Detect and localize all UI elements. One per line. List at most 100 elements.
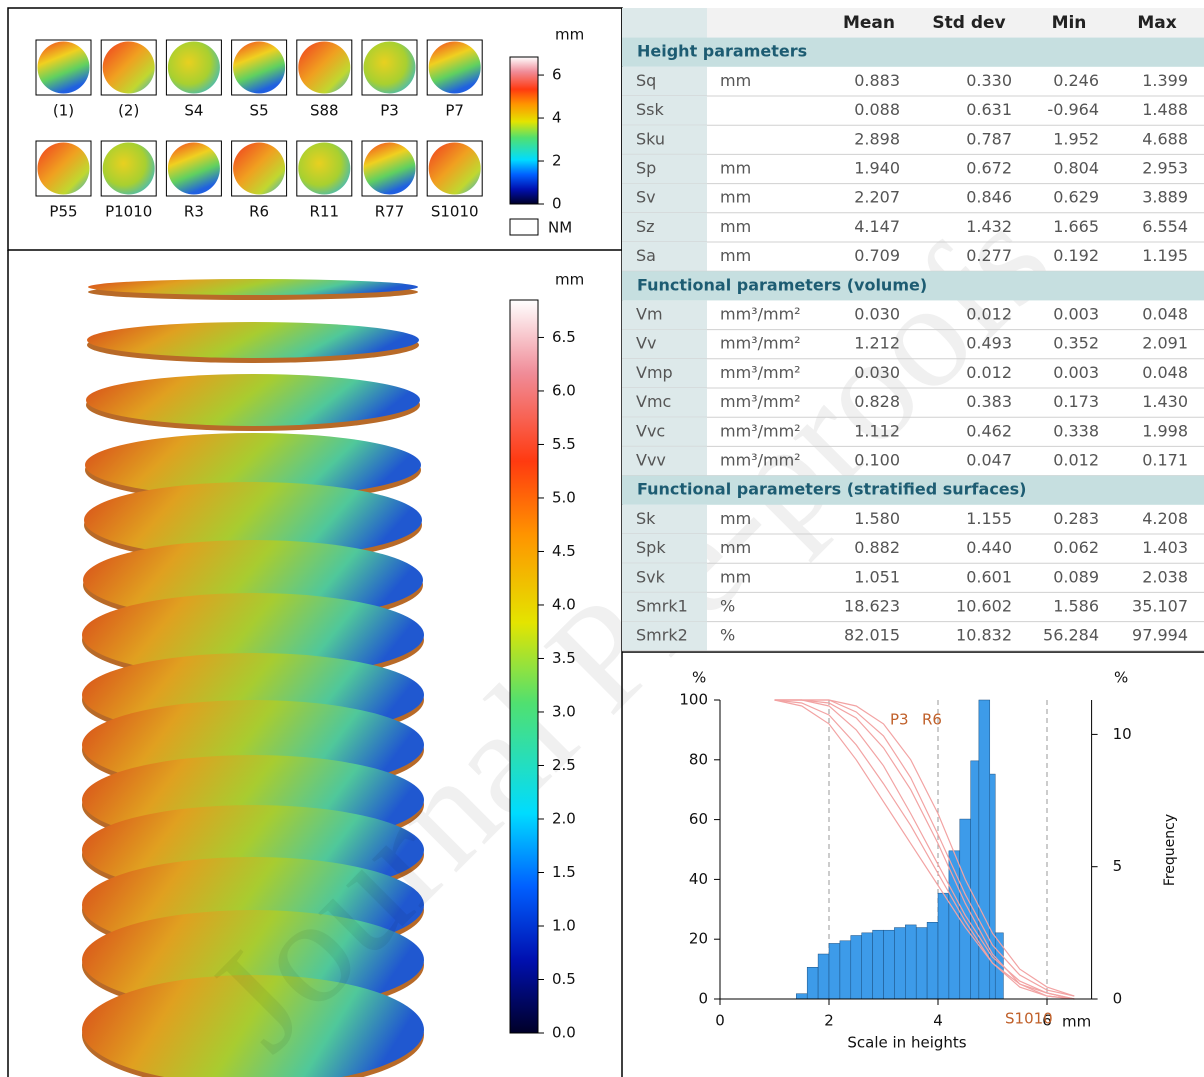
table-value: 97.994 xyxy=(1132,626,1188,645)
table-value: 0.440 xyxy=(966,538,1012,557)
key-cell-bg xyxy=(622,563,707,593)
column-header: Max xyxy=(1137,13,1176,33)
table-value: 56.284 xyxy=(1043,626,1099,645)
column-header: Mean xyxy=(843,13,895,33)
y2-unit: % xyxy=(1114,669,1128,687)
parameter-unit: % xyxy=(720,597,735,616)
table-value: 10.602 xyxy=(956,597,1012,616)
table-value: 0.089 xyxy=(1053,567,1099,586)
table-value: 1.051 xyxy=(854,567,900,586)
histogram-bar xyxy=(905,924,917,1000)
key-cell-bg xyxy=(622,329,707,359)
histogram-bar xyxy=(926,922,939,1000)
key-cell-bg xyxy=(622,242,707,272)
parameter-name: Svk xyxy=(636,567,666,586)
table-value: 4.147 xyxy=(854,217,900,236)
thumbnail-label: R6 xyxy=(249,203,269,221)
parameter-unit: mm³/mm² xyxy=(720,334,801,353)
table-value: 82.015 xyxy=(844,626,900,645)
table-value: 0.601 xyxy=(966,567,1012,586)
colorbar-tick-label: 4 xyxy=(552,109,562,127)
cumulative-curve xyxy=(774,699,1075,1000)
table-value: 0.709 xyxy=(854,246,900,265)
parameter-name: Vm xyxy=(636,305,663,324)
table-value: 0.338 xyxy=(1053,421,1099,440)
histogram-bar xyxy=(883,929,895,1000)
parameter-name: Vvc xyxy=(636,421,665,440)
table-value: 4.208 xyxy=(1142,509,1188,528)
table-value: 0.493 xyxy=(966,334,1012,353)
table-value: 3.889 xyxy=(1142,188,1188,207)
table-value: 0.882 xyxy=(854,538,900,557)
y2-tick-label: 0 xyxy=(1113,990,1123,1008)
table-value: 2.898 xyxy=(854,129,900,148)
table-value: 0.629 xyxy=(1053,188,1099,207)
nm-label: NM xyxy=(548,219,572,237)
parameter-name: Vv xyxy=(636,334,656,353)
parameter-name: Sku xyxy=(636,129,665,148)
histogram-bar xyxy=(850,935,862,1000)
colorbar-tick-label: 4.5 xyxy=(552,542,576,560)
key-cell-bg xyxy=(622,66,707,96)
histogram-bar xyxy=(839,940,852,1000)
histogram-bar xyxy=(861,932,873,1000)
y-tick-label: 40 xyxy=(689,870,708,888)
histogram-bar xyxy=(806,966,819,1000)
table-value: 0.048 xyxy=(1142,305,1188,324)
y-tick-label: 60 xyxy=(689,810,708,828)
histogram-bar xyxy=(894,927,906,1000)
key-cell-bg xyxy=(622,621,707,651)
y2-axis-label: Frequency xyxy=(1162,814,1178,886)
thumbnail-surface xyxy=(167,142,220,195)
cumulative-curve xyxy=(774,699,1075,1000)
parameter-unit: mm xyxy=(720,217,751,236)
table-value: 1.212 xyxy=(854,334,900,353)
table-value: 0.012 xyxy=(966,305,1012,324)
table-value: 0.012 xyxy=(1053,451,1099,470)
thumbnail-surface xyxy=(298,41,351,94)
table-value: 0.030 xyxy=(854,363,900,382)
y-tick-label: 20 xyxy=(689,930,708,948)
thumbnail-label: S1010 xyxy=(431,203,479,221)
parameter-name: Sv xyxy=(636,188,656,207)
surface-slab xyxy=(82,593,424,677)
section-title: Functional parameters (volume) xyxy=(637,275,927,294)
table-value: 0.277 xyxy=(966,246,1012,265)
table-value: 0.631 xyxy=(966,100,1012,119)
parameter-name: Sz xyxy=(636,217,655,236)
column-header: Std dev xyxy=(932,13,1005,33)
parameter-unit: mm xyxy=(720,509,751,528)
surface-slab xyxy=(86,374,420,426)
table-value: 0.383 xyxy=(966,392,1012,411)
key-cell-bg xyxy=(622,417,707,447)
histogram-bar xyxy=(948,850,961,1000)
annotation: P3 xyxy=(890,711,909,729)
parameter-name: Sk xyxy=(636,509,656,528)
thumbnail-label: R3 xyxy=(184,203,204,221)
parameter-unit: mm xyxy=(720,188,751,207)
histogram-bar xyxy=(970,760,980,1000)
thumbnail-surface xyxy=(363,142,416,195)
thumbnail-surface xyxy=(363,41,416,94)
colorbar xyxy=(509,299,539,1034)
colorbar-tick-label: 5.5 xyxy=(552,435,576,453)
table-value: 0.173 xyxy=(1053,392,1099,411)
column-header: Min xyxy=(1052,13,1087,33)
key-cell-bg xyxy=(622,125,707,155)
y2-tick-label: 5 xyxy=(1113,857,1123,875)
table-value: 1.399 xyxy=(1142,71,1188,90)
table-header-bg xyxy=(622,8,1204,38)
histogram-bar xyxy=(796,993,808,1000)
table-value: 0.062 xyxy=(1053,538,1099,557)
thumbnail-surface xyxy=(428,142,481,195)
thumbnail-surface xyxy=(233,142,286,195)
annotation: S1010 xyxy=(1005,1010,1053,1028)
thumbnail-label: R11 xyxy=(310,203,340,221)
table-value: 1.430 xyxy=(1142,392,1188,411)
table-value: 1.940 xyxy=(854,159,900,178)
cumulative-curve xyxy=(774,699,1075,1000)
thumbnail-surface xyxy=(37,41,90,94)
histogram-bar xyxy=(978,699,991,1000)
thumbnail-label: S5 xyxy=(250,102,269,120)
colorbar-tick-label: 1.0 xyxy=(552,916,576,934)
